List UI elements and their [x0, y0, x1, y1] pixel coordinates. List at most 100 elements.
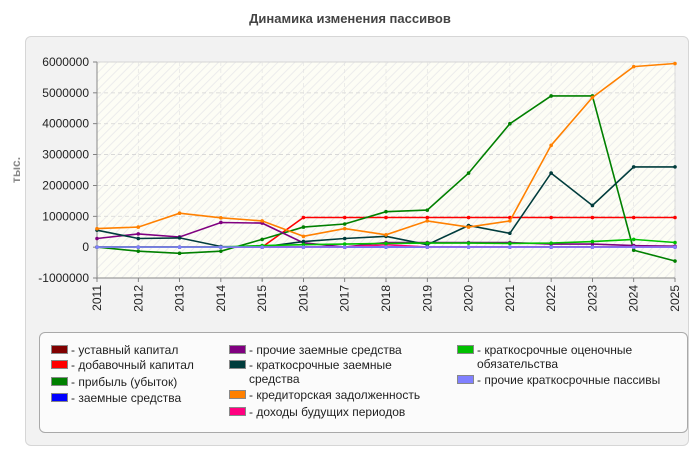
data-point [219, 249, 223, 253]
data-point [136, 249, 141, 253]
y-tick-label: 3000000 [42, 148, 89, 162]
y-tick-label: 1000000 [42, 209, 89, 223]
legend-swatch [51, 393, 68, 402]
data-point [425, 219, 430, 223]
data-point [631, 237, 636, 242]
x-tick-label: 2024 [627, 285, 641, 312]
data-point [342, 245, 347, 249]
series-group [260, 215, 677, 249]
data-point [673, 165, 677, 169]
data-point [549, 245, 553, 249]
data-point [590, 95, 595, 100]
data-point [508, 231, 512, 236]
data-point [425, 241, 430, 245]
legend-label: - добавочный капитал [71, 358, 194, 372]
data-point [673, 215, 677, 220]
data-point [549, 171, 553, 175]
data-point [631, 248, 636, 253]
x-tick-label: 2023 [585, 285, 599, 312]
data-point [508, 241, 512, 246]
data-point [425, 208, 430, 212]
legend-swatch [229, 390, 246, 399]
data-point [95, 236, 99, 241]
x-tick-label: 2012 [131, 285, 145, 312]
legend-label: - прибыль (убыток) [71, 375, 178, 389]
data-point [631, 64, 636, 69]
data-point [466, 241, 471, 245]
legend-swatch [229, 360, 246, 369]
chart-title: Динамика изменения пассивов [249, 11, 451, 26]
data-point [219, 220, 223, 225]
data-point [466, 225, 471, 229]
data-point [673, 259, 677, 263]
data-point [260, 219, 264, 223]
data-point [590, 239, 595, 244]
data-point [673, 61, 677, 66]
data-point [384, 241, 388, 246]
data-point [301, 215, 306, 220]
legend-item-dobavochny-kapital: - добавочный капитал [51, 358, 226, 372]
legend-item-ustavny-kapital: - уставный капитал [51, 343, 226, 357]
data-point [136, 232, 141, 236]
data-point [384, 215, 388, 220]
chart-legend: - уставный капитал - добавочный капитал … [39, 332, 688, 433]
x-tick-label: 2020 [462, 285, 476, 312]
data-point [260, 237, 264, 242]
x-tick-label: 2014 [214, 285, 228, 312]
legend-item-zaemnye-sredstva: - заемные средства [51, 391, 226, 405]
data-point [136, 225, 141, 229]
data-point [177, 245, 182, 249]
data-point [301, 225, 306, 229]
legend-swatch [457, 375, 474, 384]
x-tick-label: 2019 [420, 285, 434, 312]
data-point [260, 245, 264, 249]
legend-label: - краткосрочные оценочные обязательства [477, 343, 633, 371]
x-tick-label: 2015 [255, 285, 269, 312]
y-tick-label: 5000000 [42, 86, 89, 100]
legend-swatch [229, 407, 246, 416]
legend-swatch [229, 345, 246, 354]
x-tick-label: 2021 [503, 285, 517, 312]
legend-label: - доходы будущих периодов [249, 405, 406, 419]
x-tick-label: 2013 [173, 285, 187, 312]
data-point [342, 215, 347, 220]
data-point [549, 143, 553, 148]
y-axis-title: тыс. [9, 157, 23, 183]
data-point [425, 215, 430, 220]
x-tick-label: 2017 [338, 285, 352, 312]
legend-item-kreditorskaya: - кредиторская задолженность [229, 388, 449, 402]
data-point [508, 245, 512, 249]
data-point [549, 94, 553, 98]
data-point [631, 215, 636, 220]
legend-item-kratkosrochnye-zaemnye: - краткосрочные заемные средства [229, 358, 429, 386]
data-point [301, 239, 306, 244]
data-point [342, 242, 347, 246]
data-point [301, 234, 306, 239]
y-tick-label: 6000000 [42, 55, 89, 69]
data-point [342, 236, 347, 241]
y-tick-label: 2000000 [42, 178, 89, 192]
data-point [177, 236, 182, 240]
data-point [590, 245, 595, 249]
legend-item-dokhody-budushchikh: - доходы будущих периодов [229, 405, 449, 419]
data-point [301, 242, 306, 247]
data-point [590, 242, 595, 246]
x-tick-label: 2018 [379, 285, 393, 312]
legend-item-prochie-zaemnye: - прочие заемные средства [229, 343, 449, 357]
data-point [549, 241, 553, 245]
legend-swatch [457, 345, 474, 354]
data-point [425, 245, 430, 249]
data-point [673, 245, 677, 249]
data-point [466, 171, 471, 175]
data-point [508, 121, 512, 126]
series-group [95, 61, 677, 239]
x-tick-label: 2016 [296, 285, 310, 312]
data-point [631, 165, 636, 169]
legend-swatch [51, 360, 68, 369]
y-tick-label: 0 [82, 240, 89, 254]
x-tick-label: 2011 [90, 285, 104, 311]
data-point [590, 203, 595, 208]
legend-item-prochie-kratkosrochnye: - прочие краткосрочные пассивы [457, 373, 682, 387]
data-point [136, 236, 141, 241]
legend-label: - краткосрочные заемные средства [249, 358, 392, 386]
